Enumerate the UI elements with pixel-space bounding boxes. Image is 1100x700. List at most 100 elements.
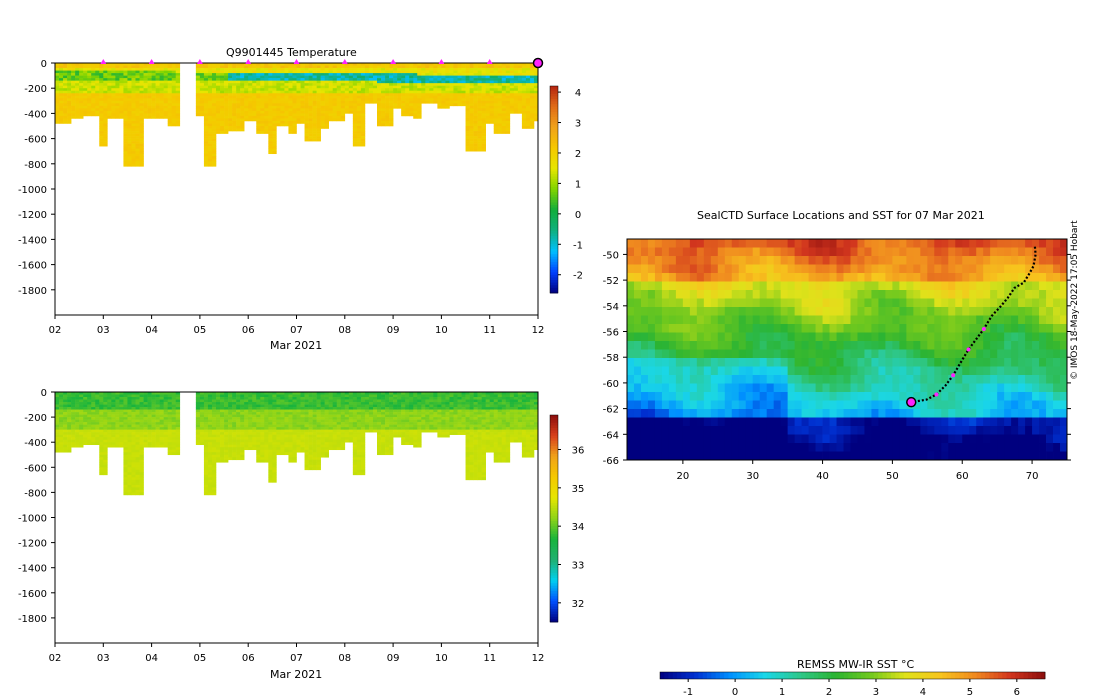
salinity-cell bbox=[143, 412, 148, 415]
salinity-cell bbox=[111, 417, 116, 420]
salinity-cell bbox=[216, 452, 221, 456]
temperature-cell bbox=[453, 63, 458, 66]
salinity-cell bbox=[203, 447, 209, 451]
temperature-cell bbox=[131, 103, 136, 107]
temperature-colorbar-segment bbox=[550, 129, 558, 133]
salinity-cell bbox=[87, 434, 92, 438]
temperature-cell bbox=[304, 95, 309, 99]
temperature-cell bbox=[131, 153, 136, 157]
salinity-cell bbox=[340, 439, 346, 443]
salinity-cell bbox=[272, 399, 277, 403]
temperature-cell bbox=[87, 90, 92, 94]
temperature-cell bbox=[292, 123, 297, 127]
salinity-cell bbox=[288, 412, 293, 415]
salinity-cell bbox=[236, 442, 241, 446]
temperature-cell bbox=[284, 70, 289, 74]
temperature-cell bbox=[131, 105, 136, 109]
temperature-cell bbox=[63, 98, 68, 102]
salinity-cell bbox=[211, 462, 217, 466]
salinity-cell bbox=[199, 399, 205, 403]
temperature-cell bbox=[103, 126, 108, 129]
temperature-cell bbox=[256, 85, 261, 89]
salinity-cell bbox=[272, 477, 277, 481]
temperature-cell bbox=[260, 105, 265, 109]
salinity-cell bbox=[272, 437, 277, 440]
temperature-cell bbox=[276, 63, 281, 66]
salinity-cell bbox=[288, 409, 293, 413]
temperature-cell bbox=[280, 103, 285, 107]
temperature-cell bbox=[127, 131, 132, 134]
temperature-cell bbox=[107, 103, 112, 107]
temperature-cell bbox=[216, 108, 221, 112]
temperature-cell bbox=[360, 113, 366, 117]
temperature-cell bbox=[413, 108, 418, 112]
salinity-cell bbox=[256, 432, 261, 435]
temperature-cell bbox=[461, 80, 466, 84]
temperature-cell bbox=[220, 98, 225, 102]
salinity-cell bbox=[220, 417, 225, 420]
salinity-cell bbox=[111, 429, 116, 433]
temperature-cell bbox=[272, 83, 277, 86]
temperature-cell bbox=[252, 118, 257, 122]
salinity-cell bbox=[87, 419, 92, 423]
temperature-xtick-label: 06 bbox=[242, 325, 255, 336]
salinity-cell bbox=[316, 412, 321, 415]
salinity-cell bbox=[211, 487, 217, 491]
salinity-cell bbox=[288, 414, 293, 418]
temperature-cell bbox=[505, 80, 511, 84]
salinity-cell bbox=[264, 434, 269, 438]
temperature-cell bbox=[163, 113, 168, 117]
salinity-cell bbox=[228, 424, 233, 428]
salinity-cell bbox=[276, 439, 281, 443]
temperature-cell bbox=[83, 105, 88, 109]
temperature-cell bbox=[264, 123, 269, 127]
temperature-cell bbox=[199, 93, 205, 97]
temperature-cell bbox=[401, 95, 406, 99]
temperature-cell bbox=[477, 136, 482, 139]
temperature-cell bbox=[248, 118, 253, 122]
salinity-cell bbox=[224, 424, 229, 428]
temperature-cell bbox=[320, 95, 325, 99]
temperature-cell bbox=[493, 63, 499, 66]
temperature-cell bbox=[340, 115, 346, 119]
salinity-cell bbox=[288, 449, 293, 453]
temperature-cell bbox=[211, 136, 217, 139]
temperature-cell bbox=[429, 68, 434, 71]
temperature-cell bbox=[284, 85, 289, 89]
temperature-cell bbox=[123, 126, 128, 129]
salinity-cell bbox=[236, 452, 241, 456]
temperature-cell bbox=[268, 88, 273, 92]
temperature-cell bbox=[509, 95, 515, 99]
salinity-cell bbox=[67, 399, 72, 403]
salinity-cell bbox=[167, 414, 173, 418]
salinity-cell bbox=[107, 444, 112, 448]
temperature-cell bbox=[276, 80, 281, 84]
temperature-cell bbox=[485, 103, 490, 107]
temperature-cell bbox=[256, 120, 261, 124]
temperature-cell bbox=[356, 98, 362, 102]
temperature-cell bbox=[473, 100, 478, 104]
temperature-cell bbox=[151, 110, 156, 114]
salinity-cell bbox=[123, 454, 128, 458]
temperature-cell bbox=[393, 78, 398, 81]
temperature-cell bbox=[167, 100, 173, 104]
temperature-cell bbox=[115, 113, 120, 117]
salinity-cell bbox=[328, 422, 334, 425]
temperature-cell bbox=[103, 131, 108, 134]
temperature-cell bbox=[75, 88, 80, 92]
salinity-cell bbox=[159, 429, 164, 433]
temperature-cell bbox=[139, 108, 144, 112]
temperature-cell bbox=[437, 105, 442, 109]
temperature-cell bbox=[441, 70, 446, 74]
temperature-cell bbox=[216, 126, 221, 129]
temperature-cell bbox=[501, 73, 507, 76]
temperature-cell bbox=[356, 108, 362, 112]
salinity-cell bbox=[195, 404, 201, 408]
salinity-cell bbox=[280, 422, 285, 425]
temperature-colorbar-segment bbox=[550, 142, 558, 146]
salinity-cell bbox=[224, 412, 229, 415]
salinity-cell bbox=[344, 417, 350, 420]
temperature-cell bbox=[469, 141, 474, 144]
salinity-cell bbox=[268, 434, 273, 438]
salinity-cell bbox=[103, 414, 108, 418]
